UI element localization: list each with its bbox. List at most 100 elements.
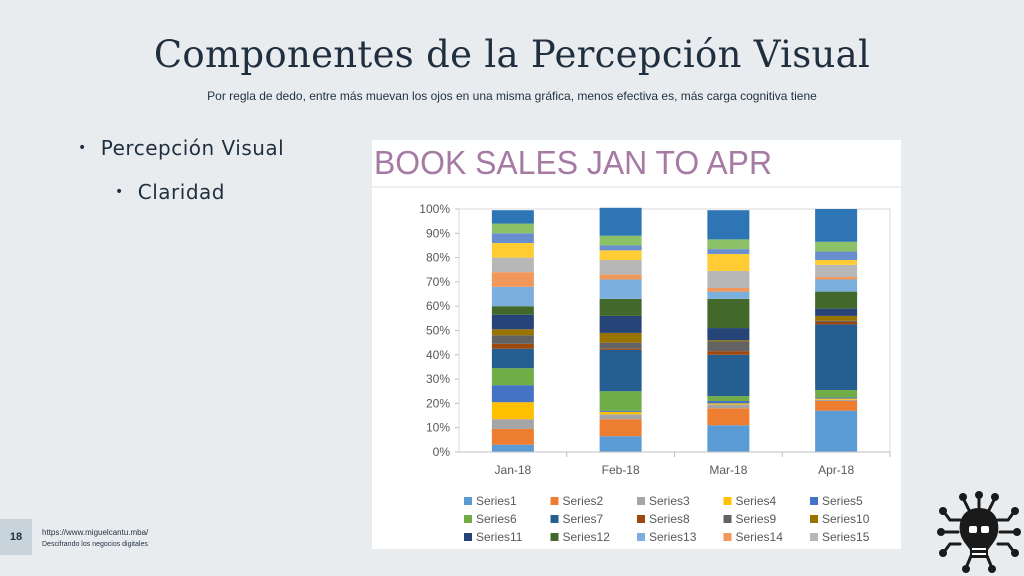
legend-label: Series10 [822,512,870,526]
bar-segment [599,250,642,261]
x-tick-label: Apr-18 [818,463,854,477]
bar-segment [491,444,534,452]
bar-segment [491,348,534,369]
bar-segment [599,298,642,316]
legend-item: Series9 [723,512,777,526]
bar-segment [707,298,750,329]
bar-segment [707,239,750,250]
bar-segment [815,321,858,325]
bar-segment [707,403,750,405]
bar-segment [491,272,534,287]
x-tick-label: Jan-18 [495,463,532,477]
bar-segment [599,414,642,420]
legend-swatch [810,497,818,505]
bar-segment [815,398,858,400]
bar-segment [707,253,750,271]
bar-segment [707,341,750,352]
y-tick-label: 50% [426,324,450,338]
legend-item: Series3 [637,494,690,508]
bar-segment [599,315,642,333]
legend-item: Series13 [637,530,697,544]
bar-segment [815,209,858,242]
bar-segment [815,308,858,316]
slide-title: Componentes de la Percepción Visual [153,33,871,76]
bullet-claridad: • Claridad [115,180,225,204]
legend-item: Series10 [810,512,870,526]
legend-item: Series15 [810,530,870,544]
legend-swatch [637,533,645,541]
bar-segment [491,368,534,386]
bar-segment [707,291,750,299]
bar-segment [707,328,750,341]
legend-label: Series13 [649,530,697,544]
legend-label: Series2 [563,494,604,508]
bar-segment [491,343,534,349]
bar-segment [815,410,858,452]
legend-label: Series3 [649,494,690,508]
legend-item: Series2 [550,494,604,508]
bar-segment [491,402,534,420]
legend-item: Series14 [723,530,783,544]
legend-swatch [723,497,732,505]
bullet-text: Claridad [137,180,225,204]
bar-segment [491,286,534,307]
chart-title: BOOK SALES JAN TO APR [374,144,772,181]
legend-label: Series12 [563,530,611,544]
bar-segment [815,397,858,399]
legend-item: Series5 [810,494,863,508]
bar-segment [815,390,858,398]
legend-swatch [723,533,732,541]
bar-segment [815,324,858,391]
bar-segment [599,436,642,452]
legend-swatch [550,533,559,541]
bullet-dot-icon: • [78,140,87,156]
slide-subtitle: Por regla de dedo, entre más muevan los … [207,89,817,103]
bar-segment [599,207,642,236]
bar-segment [491,243,534,258]
bar-segment [491,306,534,315]
legend-swatch [550,515,559,523]
legend-swatch [810,533,818,541]
bar-segment [815,315,858,321]
bar-segment [491,385,534,403]
legend-item: Series8 [637,512,690,526]
bar-segment [815,320,858,322]
bar-segment [815,251,858,261]
bar-segment [707,340,750,342]
y-tick-label: 10% [426,421,450,435]
legend-label: Series9 [736,512,777,526]
bullet-percepcion-visual: • Percepción Visual [78,136,284,160]
bar-segment [491,419,534,429]
legend-item: Series12 [550,530,611,544]
bar-segment [491,223,534,234]
bar-segment [491,210,534,224]
footer-url[interactable]: https://www.miguelcantu.mba/ [42,528,149,537]
bar-segment [815,291,858,309]
bar-segment [815,277,858,280]
bar-segment [707,396,750,401]
legend-item: Series7 [550,512,604,526]
legend-swatch [810,515,818,523]
y-tick-label: 70% [426,275,450,289]
bar-segment [491,335,534,344]
legend-label: Series11 [476,530,523,544]
bar-segment [599,332,642,343]
y-tick-label: 60% [426,299,450,313]
bar-segment [599,419,642,437]
bar-segment [491,428,534,445]
bar-segment [599,410,642,412]
bar-segment [491,233,534,244]
bar-segment [707,354,750,397]
bar-segment [599,348,642,350]
bar-segment [707,351,750,355]
bar-segment [815,241,858,252]
y-tick-label: 20% [426,396,450,410]
bar-segment [599,391,642,411]
legend-label: Series8 [649,512,690,526]
legend-item: Series6 [464,512,517,526]
bar-segment [707,400,750,404]
bar-segment [491,257,534,273]
y-tick-label: 90% [426,226,450,240]
legend-label: Series6 [476,512,517,526]
bar-segment [707,210,750,240]
